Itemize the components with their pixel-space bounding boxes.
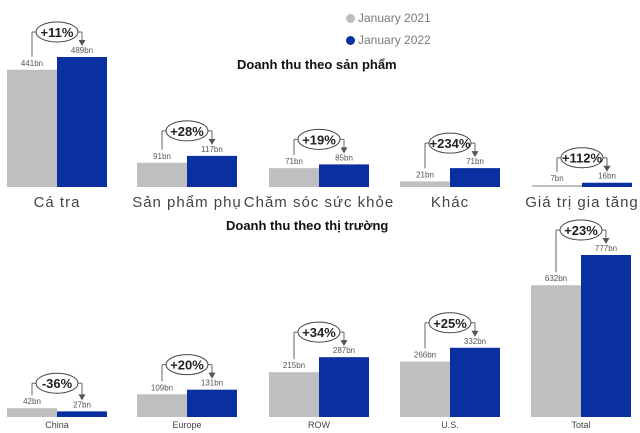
growth-label: +34% bbox=[302, 325, 336, 340]
growth-label: +19% bbox=[302, 132, 336, 147]
growth-label: +11% bbox=[41, 25, 74, 40]
value-label-2022: 131bn bbox=[201, 379, 223, 388]
growth-bubble bbox=[35, 372, 79, 394]
value-label-2022: 117bn bbox=[201, 145, 223, 154]
value-label-2021: 71bn bbox=[285, 157, 303, 166]
growth-label: +112% bbox=[562, 151, 603, 166]
value-label-2021: 632bn bbox=[545, 274, 567, 283]
growth-arrow-icon bbox=[340, 340, 348, 347]
growth-arrow-icon bbox=[471, 330, 479, 337]
bar-2021-1-1 bbox=[137, 394, 187, 417]
chart-title-products: Doanh thu theo sản phẩm bbox=[237, 57, 397, 72]
legend-swatch-2022 bbox=[346, 36, 355, 46]
value-label-2022: 332bn bbox=[464, 337, 486, 346]
category-label: Europe bbox=[172, 420, 201, 430]
growth-bubble bbox=[165, 354, 209, 376]
legend-item-2021: January 2021 bbox=[346, 11, 431, 25]
legend-label-2022: January 2022 bbox=[358, 33, 431, 47]
bar-2022-1-4 bbox=[581, 255, 631, 417]
growth-bubble bbox=[165, 120, 209, 142]
bar-2021-1-0 bbox=[7, 408, 57, 417]
growth-arrow-icon bbox=[340, 147, 348, 154]
category-label: ROW bbox=[308, 420, 331, 430]
value-label-2022: 16bn bbox=[598, 172, 616, 181]
value-label-2022: 71bn bbox=[466, 157, 484, 166]
value-label-2021: 109bn bbox=[151, 383, 173, 392]
growth-bubble bbox=[35, 21, 79, 43]
bar-2022-0-4 bbox=[582, 182, 632, 187]
bar-2021-0-3 bbox=[400, 181, 450, 187]
value-label-2021: 42bn bbox=[23, 397, 41, 406]
growth-label: +28% bbox=[170, 124, 204, 139]
growth-label: -36% bbox=[42, 376, 73, 391]
legend-item-2022: January 2022 bbox=[346, 33, 431, 47]
category-label: China bbox=[45, 420, 69, 430]
value-label-2022: 85bn bbox=[335, 153, 353, 162]
bar-2022-1-0 bbox=[57, 411, 107, 417]
bar-2021-0-1 bbox=[137, 162, 187, 187]
growth-bubble bbox=[428, 132, 472, 154]
value-label-2022: 777bn bbox=[595, 244, 617, 253]
category-label: Giá trị gia tăng bbox=[525, 194, 639, 211]
growth-arrow-icon bbox=[78, 40, 86, 46]
value-label-2021: 21bn bbox=[416, 170, 434, 179]
growth-bubble bbox=[428, 312, 472, 334]
bar-2021-1-2 bbox=[269, 372, 319, 417]
bar-2022-0-2 bbox=[319, 164, 369, 187]
category-label: U.S. bbox=[441, 420, 459, 430]
bar-2021-1-4 bbox=[531, 285, 581, 417]
category-label: Total bbox=[571, 420, 590, 430]
growth-bubble bbox=[559, 219, 603, 241]
category-label: Cá tra bbox=[34, 194, 81, 211]
bar-2021-1-3 bbox=[400, 361, 450, 417]
growth-arrow-icon bbox=[208, 372, 216, 379]
bar-2022-0-3 bbox=[450, 168, 500, 187]
value-label-2022: 27bn bbox=[73, 400, 91, 409]
growth-label: +20% bbox=[170, 358, 204, 373]
bar-2021-0-0 bbox=[7, 69, 57, 187]
value-label-2021: 441bn bbox=[21, 59, 43, 68]
value-label-2022: 489bn bbox=[71, 46, 93, 55]
value-label-2022: 287bn bbox=[333, 346, 355, 355]
growth-bubble bbox=[297, 321, 341, 343]
bar-2022-0-0 bbox=[57, 57, 107, 187]
category-label: Chăm sóc sức khỏe bbox=[244, 194, 394, 211]
growth-bubble bbox=[560, 147, 604, 169]
value-label-2021: 7bn bbox=[550, 174, 563, 183]
growth-arrow-icon bbox=[603, 165, 611, 172]
growth-bubble bbox=[297, 128, 341, 150]
growth-arrow-icon bbox=[78, 394, 86, 401]
bar-2022-0-1 bbox=[187, 155, 237, 187]
bar-2021-0-4 bbox=[532, 185, 582, 187]
category-label: Sản phẩm phụ bbox=[132, 194, 242, 211]
category-label: Khác bbox=[431, 194, 469, 211]
growth-arrow-icon bbox=[471, 151, 479, 158]
bar-2022-1-1 bbox=[187, 389, 237, 417]
legend-label-2021: January 2021 bbox=[358, 11, 431, 25]
value-label-2021: 91bn bbox=[153, 152, 171, 161]
value-label-2021: 266bn bbox=[414, 351, 436, 360]
bar-2022-1-2 bbox=[319, 357, 369, 417]
value-label-2021: 215bn bbox=[283, 361, 305, 370]
growth-label: +25% bbox=[433, 316, 467, 331]
bar-2021-0-2 bbox=[269, 168, 319, 187]
growth-label: +234% bbox=[430, 136, 471, 151]
bar-2022-1-3 bbox=[450, 347, 500, 417]
chart-title-markets: Doanh thu theo thị trường bbox=[226, 218, 389, 233]
growth-arrow-icon bbox=[208, 138, 216, 145]
growth-arrow-icon bbox=[602, 238, 610, 244]
legend-swatch-2021 bbox=[346, 14, 355, 24]
growth-label: +23% bbox=[564, 223, 598, 238]
